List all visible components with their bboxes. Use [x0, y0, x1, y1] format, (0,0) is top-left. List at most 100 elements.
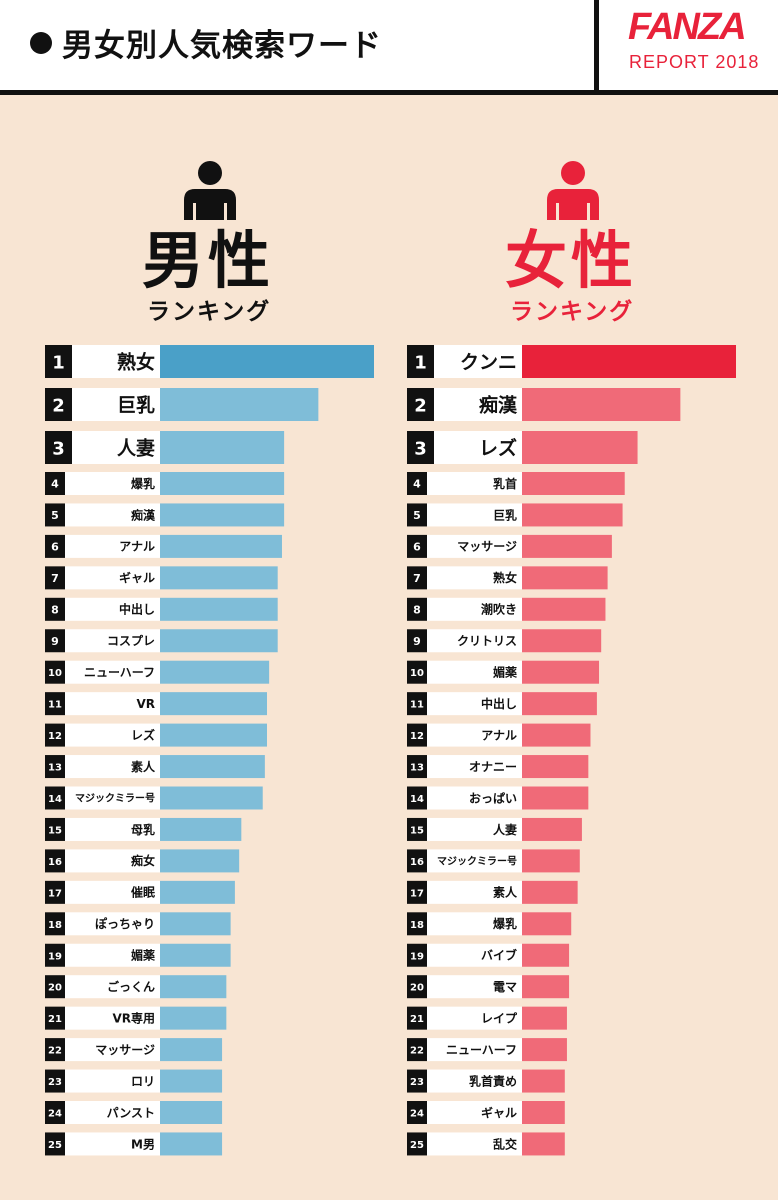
male-rank-box — [45, 660, 65, 684]
male-bar — [160, 723, 267, 747]
male-rank-box — [45, 723, 65, 747]
male-category-label: マッサージ — [95, 1043, 155, 1057]
female-label-bg — [434, 431, 522, 464]
male-rank-number: 4 — [51, 478, 59, 491]
female-bar — [522, 660, 600, 684]
female-label-bg — [427, 817, 522, 841]
female-bar — [522, 472, 625, 495]
male-rank-row: 12 レズ — [45, 723, 267, 747]
male-bar — [160, 755, 265, 779]
male-rank-box — [45, 597, 65, 621]
male-panel-title: 男性 — [142, 224, 275, 297]
male-category-label: 爆乳 — [131, 476, 155, 491]
male-rank-box — [45, 629, 65, 653]
female-rank-number: 3 — [414, 439, 427, 460]
female-rank-box — [407, 388, 434, 421]
female-rank-box — [407, 723, 427, 747]
female-category-label: おっぱい — [469, 790, 517, 805]
male-rank-box — [45, 786, 65, 810]
female-rank-number: 9 — [413, 635, 421, 648]
male-rank-box — [45, 472, 65, 495]
male-rank-row: 6 アナル — [45, 534, 282, 558]
female-rank-box — [407, 1069, 427, 1093]
brand-report-label: REPORT 2018 — [629, 52, 760, 72]
female-label-bg — [427, 472, 522, 495]
female-rank-row: 19 バイブ — [407, 943, 570, 967]
male-rank-number: 1 — [52, 353, 65, 374]
female-rank-row: 22 ニューハーフ — [407, 1038, 567, 1062]
male-category-label: 痴女 — [131, 853, 155, 868]
male-bar — [160, 660, 270, 684]
female-rank-box — [407, 431, 434, 464]
female-rank-row: 20 電マ — [407, 975, 570, 999]
female-rank-number: 2 — [414, 396, 427, 417]
female-rank-number: 15 — [410, 825, 424, 836]
male-bar — [160, 1101, 223, 1124]
page-title-text: 男女別人気検索ワード — [62, 28, 382, 64]
female-rank-number: 12 — [410, 731, 424, 742]
female-label-bg — [427, 597, 522, 621]
female-rank-row: 9 クリトリス — [407, 629, 602, 653]
male-rank-number: 7 — [51, 572, 59, 585]
female-label-bg — [427, 566, 522, 590]
male-label-bg — [65, 943, 160, 967]
male-rank-row: 21 VR専用 — [45, 1006, 227, 1030]
male-bar — [160, 1038, 223, 1062]
female-rank-number: 22 — [410, 1046, 424, 1057]
female-rank-box — [407, 345, 434, 378]
male-rank-box — [45, 388, 72, 421]
female-bar — [522, 880, 578, 904]
female-rank-number: 23 — [410, 1077, 424, 1088]
male-label-bg — [72, 431, 160, 464]
male-bar — [160, 880, 235, 904]
male-label-bg — [65, 817, 160, 841]
female-category-label: 乱交 — [493, 1136, 517, 1151]
male-rank-box — [45, 1101, 65, 1124]
female-label-bg — [427, 629, 522, 653]
male-bar — [160, 786, 263, 810]
female-label-bg — [427, 786, 522, 810]
female-rank-number: 25 — [410, 1140, 424, 1151]
male-rank-number: 25 — [48, 1140, 62, 1151]
female-category-label: ギャル — [481, 1105, 517, 1120]
bullet-dot-icon — [30, 31, 52, 54]
female-rank-row: 4 乳首 — [407, 472, 625, 495]
female-label-bg — [427, 660, 522, 684]
female-category-label: 爆乳 — [493, 916, 517, 931]
male-rank-number: 2 — [52, 396, 65, 417]
male-bar — [160, 1006, 227, 1030]
female-rank-box — [407, 943, 427, 967]
male-rank-number: 11 — [48, 700, 62, 711]
male-category-label: アナル — [119, 540, 155, 554]
male-label-bg — [65, 1132, 160, 1156]
male-category-label: 素人 — [131, 759, 156, 774]
female-label-bg — [427, 692, 522, 716]
female-label-bg — [427, 912, 522, 936]
male-category-label: ニューハーフ — [84, 666, 155, 680]
male-label-bg — [65, 566, 160, 590]
male-rank-box — [45, 817, 65, 841]
male-category-label: ギャル — [119, 570, 155, 585]
male-rank-number: 10 — [48, 668, 62, 679]
male-label-bg — [65, 1038, 160, 1062]
female-rank-box — [407, 817, 427, 841]
female-label-bg — [427, 755, 522, 779]
male-bar — [160, 534, 282, 558]
male-label-bg — [65, 597, 160, 621]
female-category-label: 媚薬 — [493, 665, 517, 680]
female-rank-box — [407, 1006, 427, 1030]
female-category-label: レズ — [479, 436, 517, 459]
male-category-label: ごっくん — [107, 979, 155, 994]
male-label-bg — [72, 388, 160, 421]
female-category-label: オナニー — [469, 760, 517, 774]
female-bar — [522, 692, 597, 716]
female-label-bg — [434, 388, 522, 421]
female-label-bg — [427, 1132, 522, 1156]
male-category-label: VR専用 — [112, 1010, 155, 1025]
female-rank-box — [407, 692, 427, 716]
male-label-bg — [65, 692, 160, 716]
male-rank-box — [45, 345, 72, 378]
female-rank-box — [407, 566, 427, 590]
male-rank-box — [45, 566, 65, 590]
male-rank-number: 6 — [51, 540, 59, 553]
